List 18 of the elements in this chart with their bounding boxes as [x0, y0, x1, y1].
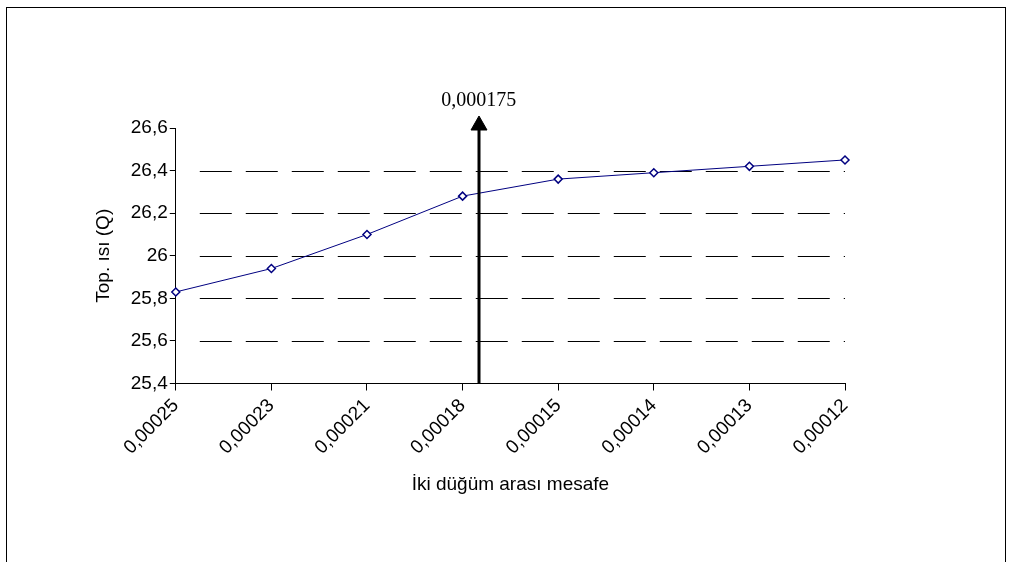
text: 0,000175 [441, 88, 517, 111]
y-tick-label: 25,4 [130, 371, 169, 393]
point [649, 167, 659, 178]
point [362, 229, 372, 240]
y-tick-label: 25,8 [130, 286, 168, 308]
point [457, 191, 468, 201]
point [744, 161, 755, 172]
y-axis-title: Top. ısı (Q) [91, 208, 113, 303]
point [840, 155, 850, 165]
point [266, 263, 277, 274]
point [171, 287, 181, 297]
y-tick-label: 26,6 [130, 116, 168, 138]
y-tick-label: 26,2 [130, 201, 168, 223]
y-tick-label: 25,6 [130, 329, 168, 351]
x-axis-title: İki düğüm arası mesafe [411, 472, 610, 494]
y-tick-label: 26,4 [130, 158, 169, 180]
y-tick-label: 26 [146, 243, 168, 265]
point [553, 174, 563, 184]
